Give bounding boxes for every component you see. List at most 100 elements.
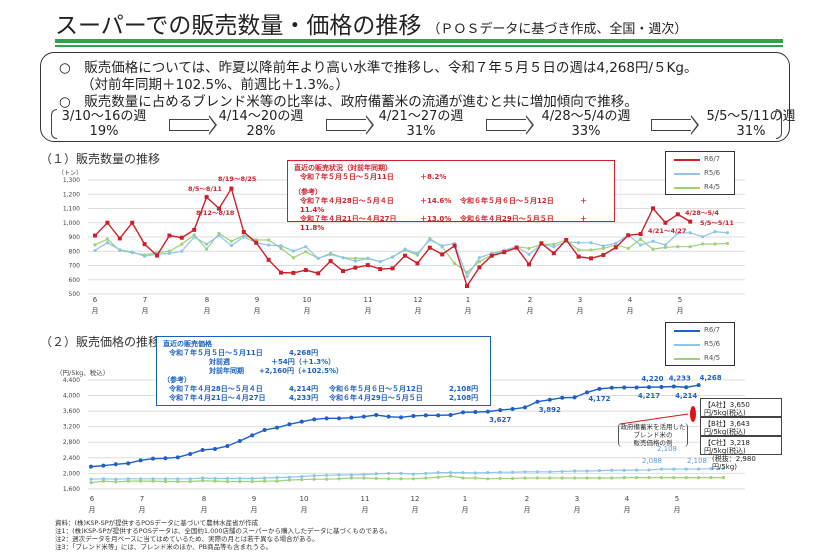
x-tick-label: 6 [90,495,95,503]
data-point [287,478,291,482]
data-point [415,251,419,255]
data-point [672,467,676,471]
x-tick-suffix: 月 [674,506,681,514]
arrow-right-icon [651,115,699,135]
data-point [200,447,205,452]
data-point [213,479,217,483]
data-point [263,479,267,483]
data-point [477,256,481,260]
data-point [626,233,631,238]
value: ＋11.4% [300,197,587,214]
page-title: スーパーでの販売数量・価格の推移 （ＰＯＳデータに基づき作成、全国・週次） [55,6,687,40]
data-point [440,252,445,257]
data-point [105,237,109,241]
data-point [585,476,589,480]
ratio-value: 33% [571,124,601,139]
data-point [597,469,602,473]
x-tick-label: 4 [628,296,633,304]
data-point [151,477,155,481]
data-point [279,244,283,248]
data-point [312,417,317,422]
data-point [589,241,593,245]
data-point [647,385,651,390]
period: 令和６年５月６日～５月12日 [329,385,423,393]
data-point [126,479,130,483]
x-tick-suffix: 月 [139,506,146,514]
series-line-R5/6 [90,468,724,480]
data-point [585,390,589,395]
legend-item: R4/5 [666,351,734,365]
chart1-legend: R6/7 R5/6 R4/5 [665,151,735,195]
x-tick-label: 8 [202,495,206,503]
blend-price-range-marker [690,406,696,422]
data-point [266,257,271,262]
data-point [229,243,233,248]
x-tick-suffix: 月 [462,506,469,514]
data-label-r56: 2,108 [657,445,677,453]
x-tick-label: 1 [463,495,467,503]
data-point [287,475,291,479]
data-point [138,458,143,463]
data-point [486,477,490,481]
data-point [117,236,122,241]
data-point [362,472,366,477]
ratio-value: 28% [246,124,276,139]
data-point [548,470,552,474]
infobox-row: 令和７年４月28日～５月４日 ＋14.6% 令和６年５月６日～５月12日 ＋11.4% [294,197,608,215]
data-point [175,455,180,460]
data-point [93,243,97,247]
arrow-right-icon [486,115,534,135]
data-point [114,477,118,481]
data-point [701,242,705,246]
data-point [436,413,441,418]
data-point [353,256,357,260]
data-point [287,422,292,427]
data-point [577,241,581,245]
data-point [424,471,428,475]
data-point [353,265,358,270]
data-label-r56: 2,108 [687,457,707,465]
data-point [560,476,564,480]
data-point [250,476,254,481]
x-tick-suffix: 月 [204,307,211,315]
data-point [671,384,676,389]
data-point [151,479,155,483]
data-point [399,477,403,481]
data-point [622,476,626,480]
arrow-icon [619,413,689,425]
x-tick-suffix: 月 [415,307,422,315]
x-tick-suffix: 月 [524,506,531,514]
data-point [639,237,643,241]
data-point [696,383,701,388]
legend-label: R6/7 [704,155,721,163]
data-point [688,231,692,235]
data-point [440,244,444,248]
ratio-value: 31% [406,124,436,139]
data-point [300,474,304,479]
ratio-week: 5/5～5/11の週 [706,109,796,124]
infobox-period: 令和７年５月５日～５月11日 [300,173,394,181]
data-point [316,256,320,260]
price-excl-tax: (税抜：2,980円/5kg) [712,455,756,471]
data-label: 4,172 [588,395,610,403]
y-tick-label: 4,000 [63,393,80,400]
data-label: 4,233 [669,374,691,382]
data-point [651,206,655,211]
data-point [535,470,540,474]
data-point [453,261,457,265]
data-point [163,456,168,461]
period-annotation: 5/5～5/11 [700,219,734,227]
ratio-item: 5/5～5/11の週 31% [706,109,796,139]
data-point [114,480,118,484]
data-point [452,243,457,248]
legend-swatch [674,358,700,360]
data-point [312,474,316,478]
data-point [275,425,279,430]
data-point [300,477,304,482]
y-tick-label: 700 [69,263,81,270]
data-point [316,271,321,276]
green-rule [55,39,783,43]
data-label: 4,220 [641,375,663,383]
data-point [262,427,267,432]
x-tick-label: 3 [575,495,579,503]
